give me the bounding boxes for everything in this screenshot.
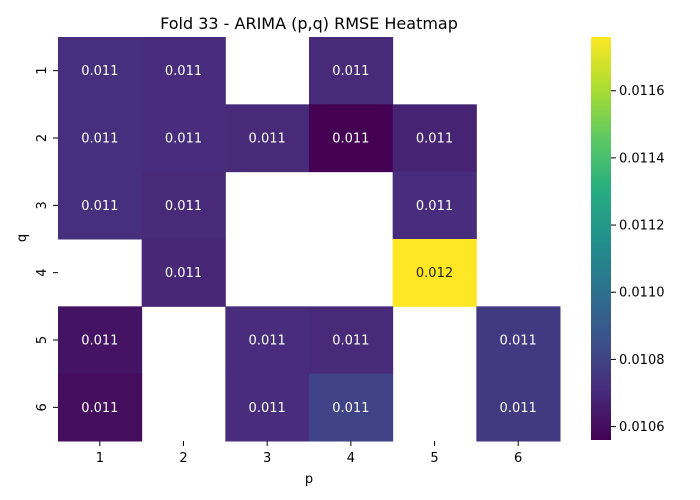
x-tick-label: 4 bbox=[347, 451, 355, 466]
cell-value-label: 0.011 bbox=[416, 199, 453, 214]
y-tick-label: 2 bbox=[35, 134, 50, 142]
heatmap-cells: 0.011 0.011 0.011 0.011 0.011 0.011 0.011 0.011… bbox=[58, 37, 561, 442]
y-tick-label: 1 bbox=[35, 67, 50, 75]
heatmap-cell bbox=[476, 306, 561, 375]
y-tick-label: 6 bbox=[35, 403, 50, 411]
y-tick-label: 3 bbox=[35, 201, 50, 209]
x-tick-label: 1 bbox=[96, 451, 104, 466]
heatmap-cell bbox=[141, 171, 226, 240]
cell-value-label: 0.011 bbox=[165, 64, 202, 79]
cell-value-label: 0.011 bbox=[416, 132, 453, 147]
colorbar-tick-label: 0.0110 bbox=[619, 286, 665, 301]
cell-value-label: 0.011 bbox=[249, 401, 286, 416]
heatmap-cell bbox=[309, 373, 394, 442]
heatmap-cell bbox=[392, 104, 477, 173]
cell-value-label: 0.011 bbox=[81, 334, 118, 349]
x-tick-label: 3 bbox=[263, 451, 271, 466]
y-tick-label: 5 bbox=[35, 336, 50, 344]
colorbar-tick-label: 0.0108 bbox=[619, 353, 665, 368]
cell-value-label: 0.011 bbox=[81, 401, 118, 416]
heatmap-cell bbox=[58, 171, 143, 240]
heatmap-cell bbox=[309, 104, 394, 173]
x-tick-label: 6 bbox=[514, 451, 522, 466]
x-tick-label: 5 bbox=[430, 451, 438, 466]
cell-value-label: 0.011 bbox=[332, 64, 369, 79]
cell-value-label: 0.011 bbox=[249, 334, 286, 349]
heatmap-cell bbox=[476, 373, 561, 442]
cell-value-label: 0.011 bbox=[165, 266, 202, 281]
x-axis: 1 2 3 4 5 6 bbox=[96, 441, 522, 466]
heatmap-cell bbox=[58, 37, 143, 105]
heatmap-cell bbox=[58, 373, 143, 442]
cell-value-label: 0.011 bbox=[332, 334, 369, 349]
colorbar-tick-label: 0.0112 bbox=[619, 219, 665, 234]
cell-value-label: 0.012 bbox=[416, 266, 453, 281]
y-axis: 1 2 3 4 5 6 bbox=[35, 67, 58, 411]
cell-value-label: 0.011 bbox=[165, 199, 202, 214]
colorbar bbox=[591, 37, 611, 440]
cell-value-label: 0.011 bbox=[81, 64, 118, 79]
heatmap-cell bbox=[58, 104, 143, 173]
colorbar-ticks: 0.0106 0.0108 0.0110 0.0112 0.0114 0.0116 bbox=[611, 84, 665, 435]
heatmap-cell bbox=[141, 37, 226, 105]
cell-value-label: 0.011 bbox=[332, 132, 369, 147]
cell-value-label: 0.011 bbox=[500, 401, 537, 416]
heatmap-cell bbox=[225, 373, 310, 442]
heatmap-cell bbox=[392, 239, 477, 307]
heatmap-cell bbox=[225, 306, 310, 375]
heatmap-cell bbox=[309, 37, 394, 105]
heatmap-cell bbox=[141, 104, 226, 173]
chart-title: Fold 33 - ARIMA (p,q) RMSE Heatmap bbox=[160, 14, 458, 33]
y-tick-label: 4 bbox=[35, 269, 50, 277]
cell-value-label: 0.011 bbox=[81, 132, 118, 147]
x-tick-label: 2 bbox=[179, 451, 187, 466]
cell-value-label: 0.011 bbox=[500, 334, 537, 349]
colorbar-tick-label: 0.0116 bbox=[619, 84, 665, 99]
cell-value-label: 0.011 bbox=[165, 132, 202, 147]
heatmap-cell bbox=[392, 171, 477, 240]
cell-value-label: 0.011 bbox=[249, 132, 286, 147]
cell-value-label: 0.011 bbox=[81, 199, 118, 214]
x-axis-label: p bbox=[305, 472, 313, 487]
y-axis-label: q bbox=[15, 234, 30, 242]
cell-value-label: 0.011 bbox=[332, 401, 369, 416]
heatmap-cell bbox=[58, 306, 143, 375]
heatmap-cell bbox=[225, 104, 310, 173]
colorbar-tick-label: 0.0106 bbox=[619, 420, 665, 435]
colorbar-tick-label: 0.0114 bbox=[619, 151, 665, 166]
heatmap-cell bbox=[309, 306, 394, 375]
heatmap-cell bbox=[141, 239, 226, 307]
